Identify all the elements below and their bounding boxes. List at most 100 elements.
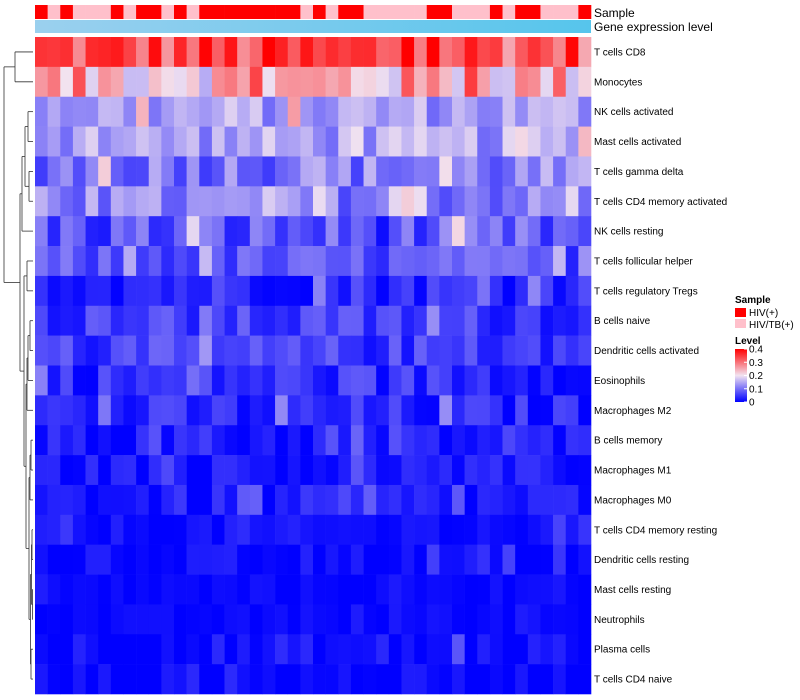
heatmap-cell (325, 425, 339, 456)
heatmap-cell (47, 335, 61, 366)
heatmap-cell (174, 275, 187, 307)
heatmap-cell (300, 395, 314, 426)
heatmap-cell (300, 96, 314, 127)
sample-cell (262, 5, 276, 19)
legend-tick-label: 0 (749, 398, 755, 409)
heatmap-cell (502, 634, 516, 665)
heatmap-cell (262, 365, 276, 396)
row-label: Neutrophils (594, 615, 645, 626)
heatmap-cell (249, 216, 263, 247)
heatmap-cell (464, 604, 478, 635)
heatmap-cell (464, 664, 478, 695)
heatmap-cell (565, 425, 579, 456)
heatmap-cell (136, 395, 150, 426)
heatmap-cell (515, 335, 529, 366)
heatmap-cell (515, 305, 529, 336)
heatmap-cell (110, 425, 124, 456)
heatmap-cell (186, 216, 200, 247)
heatmap-cell (148, 96, 162, 127)
heatmap-cell (148, 275, 162, 307)
heatmap-cell (477, 634, 491, 665)
heatmap-cell (565, 365, 579, 396)
heatmap-cell (35, 156, 48, 187)
heatmap-cell (237, 66, 251, 98)
heatmap-cell (578, 365, 592, 396)
heatmap-cell (47, 484, 61, 516)
heatmap-cell (325, 216, 339, 247)
heatmap-cell (350, 514, 364, 545)
heatmap-cell (98, 574, 112, 605)
heatmap-cell (414, 425, 428, 456)
heatmap-cell (161, 425, 175, 456)
heatmap-cell (426, 604, 440, 635)
heatmap-cell (540, 604, 554, 635)
heatmap-cell (262, 664, 276, 695)
heatmap-cell (72, 335, 86, 366)
heatmap-cell (85, 634, 99, 665)
heatmap-cell (148, 216, 162, 247)
heatmap-cell (489, 395, 503, 426)
heatmap-cell (464, 37, 478, 68)
heatmap-cell (477, 275, 491, 307)
heatmap-cell (578, 514, 592, 545)
heatmap-cell (565, 126, 579, 157)
heatmap-cell (388, 66, 402, 98)
heatmap-cell (110, 216, 124, 247)
heatmap-cell (313, 425, 326, 456)
heatmap-cell (325, 96, 339, 127)
heatmap-cell (439, 96, 453, 127)
heatmap-cell (401, 305, 415, 336)
legend: Sample HIV(+) HIV/TB(+) Level 0.4 0.3 0.2 0… (735, 295, 794, 409)
heatmap-cell (249, 544, 263, 575)
heatmap-cell (123, 395, 137, 426)
heatmap-cell (452, 275, 465, 307)
heatmap-cell (136, 216, 150, 247)
heatmap-cell (211, 246, 225, 277)
heatmap-cell (376, 574, 390, 605)
heatmap-cell (527, 634, 541, 665)
heatmap-cell (211, 395, 225, 426)
heatmap-cell (401, 604, 415, 635)
heatmap-cell (186, 305, 200, 336)
heatmap-cell (578, 634, 592, 665)
heatmap-cell (452, 574, 465, 605)
heatmap-cell (376, 275, 390, 307)
heatmap-cell (161, 544, 175, 575)
heatmap-cell (300, 634, 314, 665)
heatmap-cell (60, 395, 74, 426)
heatmap-cell (338, 96, 352, 127)
heatmap-cell (578, 484, 592, 516)
heatmap-cell (553, 425, 567, 456)
heatmap-cell (98, 275, 112, 307)
sample-cell (388, 5, 402, 19)
heatmap-cell (515, 156, 529, 187)
heatmap-cell (502, 275, 516, 307)
heatmap-cell (477, 186, 491, 217)
heatmap-cell (35, 37, 48, 68)
heatmap-cell (300, 514, 314, 545)
heatmap-cell (338, 156, 352, 187)
heatmap-cell (489, 126, 503, 157)
heatmap-cell (60, 604, 74, 635)
heatmap-cell (515, 275, 529, 307)
heatmap-cell (110, 126, 124, 157)
heatmap-cell (313, 186, 326, 217)
heatmap-cell (540, 186, 554, 217)
heatmap-cell (249, 246, 263, 277)
heatmap-cell (110, 96, 124, 127)
heatmap-cell (388, 246, 402, 277)
heatmap-cell (275, 544, 289, 575)
heatmap-cell (540, 395, 554, 426)
heatmap-cell (72, 186, 86, 217)
row-label: T cells CD4 naive (594, 675, 673, 686)
heatmap-cell (262, 246, 276, 277)
heatmap-cell (72, 634, 86, 665)
heatmap-cell (148, 634, 162, 665)
heatmap-cell (363, 275, 377, 307)
heatmap-cell (464, 216, 478, 247)
heatmap-cell (313, 514, 326, 545)
heatmap-cell (161, 126, 175, 157)
heatmap-cell (515, 484, 529, 516)
heatmap-cell (439, 186, 453, 217)
